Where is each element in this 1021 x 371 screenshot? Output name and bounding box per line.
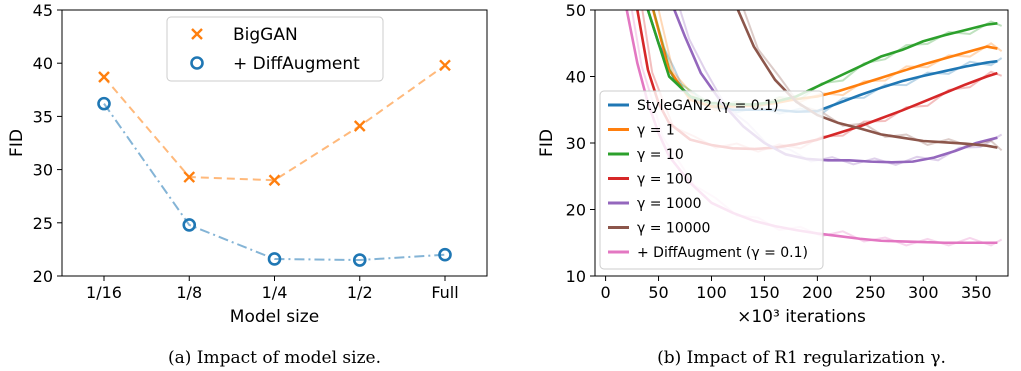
plot-a-frame — [61, 9, 488, 277]
series-line-5 — [736, 10, 998, 149]
x-tick-label: 0 — [600, 283, 610, 302]
panel-regularization: 10 20 30 40 50 0 50 100 150 200 250 300 350 StyleGAN… — [537, 1, 1009, 368]
legend-label: + DiffAugment — [233, 54, 360, 74]
series-line-0 — [103, 64, 446, 182]
data-point-x — [268, 174, 281, 187]
y-tick-label: 30 — [33, 161, 53, 180]
legend-label: γ = 10 — [637, 147, 684, 163]
y-tick-label: 50 — [566, 1, 586, 20]
x-tick-label: 250 — [855, 283, 886, 302]
data-point-x — [353, 120, 366, 132]
data-point-x — [439, 59, 451, 72]
y-tick-label: 45 — [33, 1, 53, 20]
plot-a-legend: BigGAN + DiffAugment — [166, 16, 384, 82]
x-tick-label: 150 — [749, 283, 780, 302]
plot-a-series — [97, 59, 452, 267]
x-tick-label: 1/16 — [86, 283, 122, 302]
plot-b-frame — [594, 9, 1009, 277]
data-point-circle — [352, 253, 367, 267]
y-tick-label: 10 — [566, 267, 586, 286]
legend-label: StyleGAN2 (γ = 0.1) — [637, 98, 779, 114]
x-tick-label: 200 — [802, 283, 833, 302]
x-tick-label: 100 — [696, 283, 727, 302]
series-raw-5 — [742, 10, 1003, 152]
x-tick-label: Full — [431, 283, 458, 302]
x-tick-label: 350 — [961, 283, 992, 302]
x-tick-label: 1/2 — [347, 283, 373, 302]
legend-label: γ = 1 — [637, 123, 675, 139]
plot-b-y-axis-label: FID — [537, 129, 557, 157]
legend-label: γ = 1000 — [637, 196, 702, 212]
legend-marker-circle — [190, 56, 204, 70]
y-tick-label: 40 — [566, 68, 586, 87]
panel-model-size: 20 25 30 35 40 45 1/16 1/8 1/4 1/2 Full BigGAN + Di… — [7, 1, 488, 368]
y-tick-label: 40 — [33, 54, 53, 73]
y-tick-label: 35 — [33, 107, 53, 126]
legend-label: BigGAN — [233, 25, 298, 45]
plot-a-x-axis-label: Model size — [230, 307, 319, 327]
plot-a-caption: (a) Impact of model size. — [168, 348, 381, 368]
plot-b-legend: StyleGAN2 (γ = 0.1) γ = 1 γ = 10 γ = 100 γ =… — [599, 90, 824, 270]
x-tick-label: 300 — [908, 283, 939, 302]
y-tick-label: 20 — [566, 201, 586, 220]
legend-label: + DiffAugment (γ = 0.1) — [637, 245, 808, 261]
y-tick-label: 25 — [33, 214, 53, 233]
legend-label: γ = 100 — [637, 172, 693, 188]
legend-label: γ = 10000 — [637, 221, 710, 237]
data-point-circle — [182, 218, 197, 232]
plot-b-ticks: 10 20 30 40 50 0 50 100 150 200 250 300 350 — [566, 1, 992, 302]
data-point-circle — [97, 96, 111, 111]
y-tick-label: 30 — [566, 134, 586, 153]
data-point-circle — [438, 247, 452, 262]
plot-a-y-axis-label: FID — [7, 129, 27, 157]
data-point-x — [98, 71, 110, 83]
plot-a-ticks: 20 25 30 35 40 45 1/16 1/8 1/4 1/2 Full — [33, 1, 459, 302]
legend-marker-x — [191, 28, 203, 40]
y-tick-label: 20 — [33, 267, 53, 286]
series-line-1 — [103, 103, 446, 262]
x-tick-label: 50 — [648, 283, 668, 302]
data-point-x — [183, 171, 196, 183]
plot-b-caption: (b) Impact of R1 regularization γ. — [657, 348, 946, 368]
data-point-circle — [267, 252, 282, 266]
x-tick-label: 1/4 — [262, 283, 288, 302]
plot-b-x-axis-label: ×10³ iterations — [737, 307, 866, 327]
x-tick-label: 1/8 — [176, 283, 202, 302]
legend-box — [166, 16, 384, 82]
legend-box — [599, 90, 824, 270]
